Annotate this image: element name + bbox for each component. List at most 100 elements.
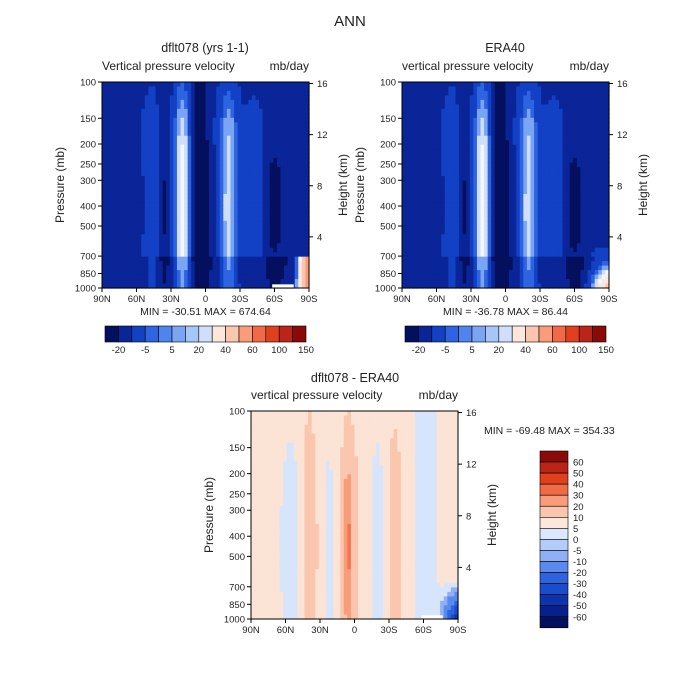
field-cell — [469, 135, 474, 141]
field-cell — [194, 86, 199, 92]
field-cell — [448, 158, 453, 164]
field-cell — [173, 238, 178, 244]
field-cell — [494, 171, 499, 177]
field-cell — [102, 274, 107, 280]
field-cell — [541, 167, 546, 173]
field-cell — [462, 126, 467, 132]
field-cell — [109, 99, 114, 105]
field-cell — [516, 261, 521, 267]
field-cell — [280, 158, 285, 164]
field-cell — [141, 86, 146, 92]
field-cell — [209, 126, 214, 132]
field-cell — [409, 82, 414, 88]
field-cell — [234, 86, 239, 92]
field-cell — [141, 144, 146, 150]
field-cell — [441, 270, 446, 276]
field-cell — [155, 198, 160, 204]
field-cell — [194, 171, 199, 177]
field-cell — [102, 113, 107, 119]
field-cell — [430, 171, 435, 177]
field-cell — [198, 113, 203, 119]
field-cell — [441, 158, 446, 164]
field-cell — [212, 158, 217, 164]
field-cell — [134, 108, 139, 114]
field-cell — [184, 167, 189, 173]
field-cell — [151, 135, 157, 141]
field-cell — [180, 247, 185, 253]
field-cell — [419, 216, 425, 222]
colorbar-swatch — [225, 325, 240, 343]
field-cell — [534, 193, 539, 200]
field-cell — [569, 149, 574, 155]
field-cell — [230, 234, 235, 240]
field-cell — [191, 140, 196, 146]
field-cell — [251, 261, 257, 267]
field-cell — [119, 90, 125, 97]
field-cell — [105, 247, 110, 253]
field-cell — [544, 158, 549, 164]
field-cell — [569, 185, 574, 191]
field-cell — [473, 283, 478, 289]
field-cell — [405, 131, 410, 137]
field-cell — [216, 202, 221, 208]
field-cell — [537, 158, 542, 164]
field-cell — [444, 158, 449, 164]
field-cell — [276, 256, 282, 262]
field-cell — [262, 99, 267, 105]
field-cell — [555, 140, 560, 146]
field-cell — [166, 283, 171, 289]
field-cell — [201, 229, 207, 235]
field-cell — [409, 140, 414, 146]
field-cell — [223, 104, 228, 110]
field-cell — [223, 198, 228, 204]
field-cell — [455, 176, 460, 182]
field-cell — [573, 108, 578, 114]
field-cell — [273, 162, 278, 168]
field-cell — [419, 185, 425, 191]
field-cell — [159, 256, 164, 262]
field-cell — [537, 265, 542, 271]
field-cell — [466, 144, 471, 150]
y-tick-label: 700 — [80, 252, 96, 263]
field-cell — [537, 90, 542, 97]
field-cell — [155, 216, 160, 222]
field-cell — [102, 243, 107, 249]
field-cell — [269, 149, 274, 155]
field-cell — [291, 167, 296, 173]
field-cell — [544, 144, 549, 150]
field-cell — [469, 126, 474, 132]
field-cell — [119, 216, 125, 222]
field-cell — [537, 198, 542, 204]
field-cell — [444, 167, 449, 173]
field-cell — [291, 86, 296, 92]
field-cell — [119, 113, 125, 119]
field-cell — [109, 207, 114, 213]
field-cell — [176, 198, 182, 204]
field-cell — [451, 108, 457, 114]
field-cell — [501, 82, 507, 88]
field-cell — [494, 229, 499, 235]
field-cell — [291, 234, 296, 240]
field-cell — [473, 185, 478, 191]
field-cell — [191, 274, 196, 280]
field-cell — [223, 211, 228, 217]
field-cell — [437, 171, 442, 177]
field-cell — [237, 238, 242, 244]
field-cell — [130, 229, 135, 235]
field-cell — [109, 279, 114, 285]
colorbar-label: 100 — [271, 345, 287, 356]
field-cell — [516, 256, 521, 262]
field-cell — [126, 95, 132, 101]
field-cell — [509, 252, 514, 258]
field-cell — [130, 265, 135, 271]
field-cell — [534, 126, 539, 132]
field-cell — [266, 149, 271, 155]
field-cell — [276, 238, 282, 244]
field-cell — [402, 207, 407, 213]
field-cell — [298, 90, 303, 97]
field-cell — [434, 153, 439, 159]
field-cell — [530, 131, 535, 137]
field-cell — [144, 270, 149, 276]
field-cell — [519, 216, 524, 222]
field-cell — [126, 247, 132, 253]
